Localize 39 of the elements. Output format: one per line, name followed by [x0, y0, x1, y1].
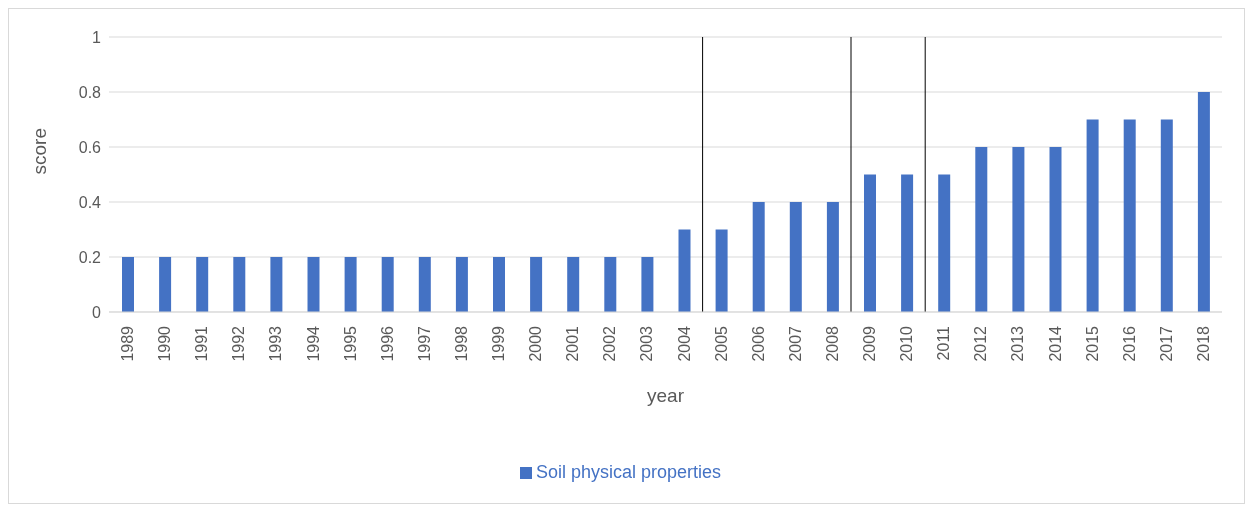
y-tick-label: 0.2 — [78, 248, 102, 266]
x-tick-label: 2005 — [712, 325, 730, 362]
x-tick-label: 2014 — [1046, 325, 1064, 362]
x-tick-label: 1989 — [119, 325, 137, 362]
x-axis-title: year — [647, 385, 685, 406]
x-tick-label: 2013 — [1009, 325, 1027, 362]
x-tick-label: 2009 — [861, 325, 879, 362]
x-tick-label: 1994 — [304, 325, 322, 362]
x-tick-label: 2007 — [786, 325, 804, 362]
x-tick-label: 2003 — [638, 325, 656, 362]
x-tick-label: 1992 — [230, 325, 248, 362]
x-tick-label: 1999 — [490, 325, 508, 362]
x-tick-label: 2004 — [675, 325, 693, 362]
x-tick-label: 1998 — [452, 325, 470, 362]
x-tick-label: 1993 — [267, 325, 285, 362]
y-tick-label: 0.4 — [78, 193, 102, 211]
x-tick-label: 1995 — [341, 325, 359, 362]
x-tick-label: 1990 — [156, 325, 174, 362]
x-tick-label: 2000 — [527, 325, 545, 362]
x-tick-label: 2016 — [1120, 325, 1138, 362]
x-tick-label: 2015 — [1083, 325, 1101, 362]
x-tick-label: 2011 — [935, 325, 953, 361]
x-tick-label: 1991 — [193, 325, 211, 362]
y-tick-label: 1 — [92, 28, 102, 46]
x-tick-label: 1996 — [378, 325, 396, 362]
x-tick-label: 2017 — [1157, 325, 1175, 362]
x-tick-label: 2008 — [823, 325, 841, 362]
x-tick-label: 2010 — [898, 325, 916, 362]
x-tick-label: 2006 — [749, 325, 767, 362]
x-tick-label: 2018 — [1194, 325, 1212, 362]
x-tick-label: 2001 — [564, 325, 582, 362]
x-tick-label: 2012 — [972, 325, 990, 362]
y-axis-title: score — [28, 128, 50, 175]
legend-label: Soil physical properties — [535, 462, 722, 482]
x-tick-label: 1997 — [415, 325, 433, 362]
y-tick-label: 0 — [92, 303, 102, 321]
y-tick-label: 0.6 — [78, 138, 102, 156]
x-tick-label: 2002 — [601, 325, 619, 362]
y-tick-label: 0.8 — [78, 83, 102, 101]
